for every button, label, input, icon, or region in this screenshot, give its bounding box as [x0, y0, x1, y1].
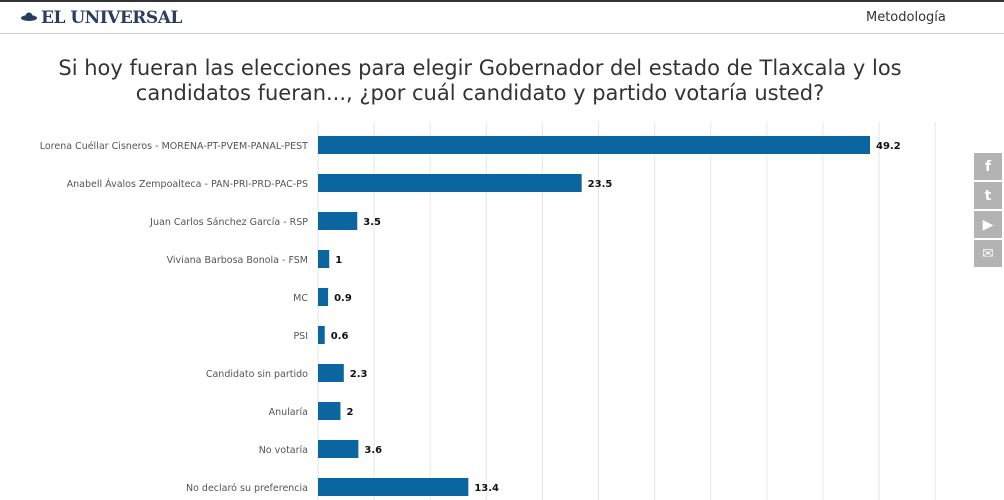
- logo-text: EL UNIVERSAL: [41, 8, 182, 28]
- data-label: 0.9: [334, 293, 352, 304]
- category-label: Viviana Barbosa Bonola - FSM: [167, 255, 308, 266]
- data-label: 23.5: [588, 179, 613, 190]
- data-label: 3.5: [363, 217, 381, 228]
- bar[interactable]: [318, 402, 341, 420]
- facebook-share-button[interactable]: f: [974, 153, 1002, 180]
- youtube-share-button[interactable]: ▶: [974, 211, 1002, 238]
- data-label: 0.6: [331, 331, 349, 342]
- data-label: 2: [346, 407, 353, 418]
- category-label: Lorena Cuéllar Cisneros - MORENA-PT-PVEM…: [40, 141, 308, 152]
- category-label: Juan Carlos Sánchez García - RSP: [149, 217, 308, 228]
- bar[interactable]: [318, 212, 358, 230]
- data-label: 1: [335, 255, 342, 266]
- twitter-icon: t: [984, 187, 992, 204]
- bar[interactable]: [318, 478, 469, 496]
- category-label: Anabell Ávalos Zempoalteca - PAN-PRI-PRD…: [67, 178, 308, 190]
- twitter-share-button[interactable]: t: [974, 182, 1002, 209]
- category-label: Anularía: [269, 407, 308, 418]
- category-label: MC: [293, 293, 308, 304]
- data-label: 3.6: [364, 445, 382, 456]
- social-share-bar: f t ▶ ✉: [974, 153, 1002, 269]
- header: EL UNIVERSAL Metodología: [0, 2, 1004, 34]
- bar[interactable]: [318, 136, 871, 154]
- bar[interactable]: [318, 250, 330, 268]
- email-icon: ✉: [982, 245, 994, 262]
- email-share-button[interactable]: ✉: [974, 240, 1002, 267]
- category-label: Candidato sin partido: [206, 369, 308, 380]
- bar[interactable]: [318, 288, 329, 306]
- bar[interactable]: [318, 326, 325, 344]
- logo[interactable]: EL UNIVERSAL: [20, 8, 182, 28]
- top-bar: [0, 0, 1004, 2]
- youtube-icon: ▶: [982, 216, 994, 233]
- facebook-icon: f: [984, 158, 992, 175]
- bar[interactable]: [318, 440, 359, 458]
- category-label: No declaró su preferencia: [186, 483, 308, 494]
- data-label: 2.3: [350, 369, 368, 380]
- data-label: 13.4: [474, 483, 499, 494]
- bar[interactable]: [318, 174, 582, 192]
- chart-title: Si hoy fueran las elecciones para elegir…: [58, 56, 902, 105]
- bar[interactable]: [318, 364, 344, 382]
- category-label: No votaría: [259, 445, 308, 456]
- methodology-link[interactable]: Metodología: [866, 10, 946, 25]
- data-label: 49.2: [876, 141, 901, 152]
- category-label: PSI: [293, 331, 308, 342]
- eagle-logo-icon: [21, 12, 37, 21]
